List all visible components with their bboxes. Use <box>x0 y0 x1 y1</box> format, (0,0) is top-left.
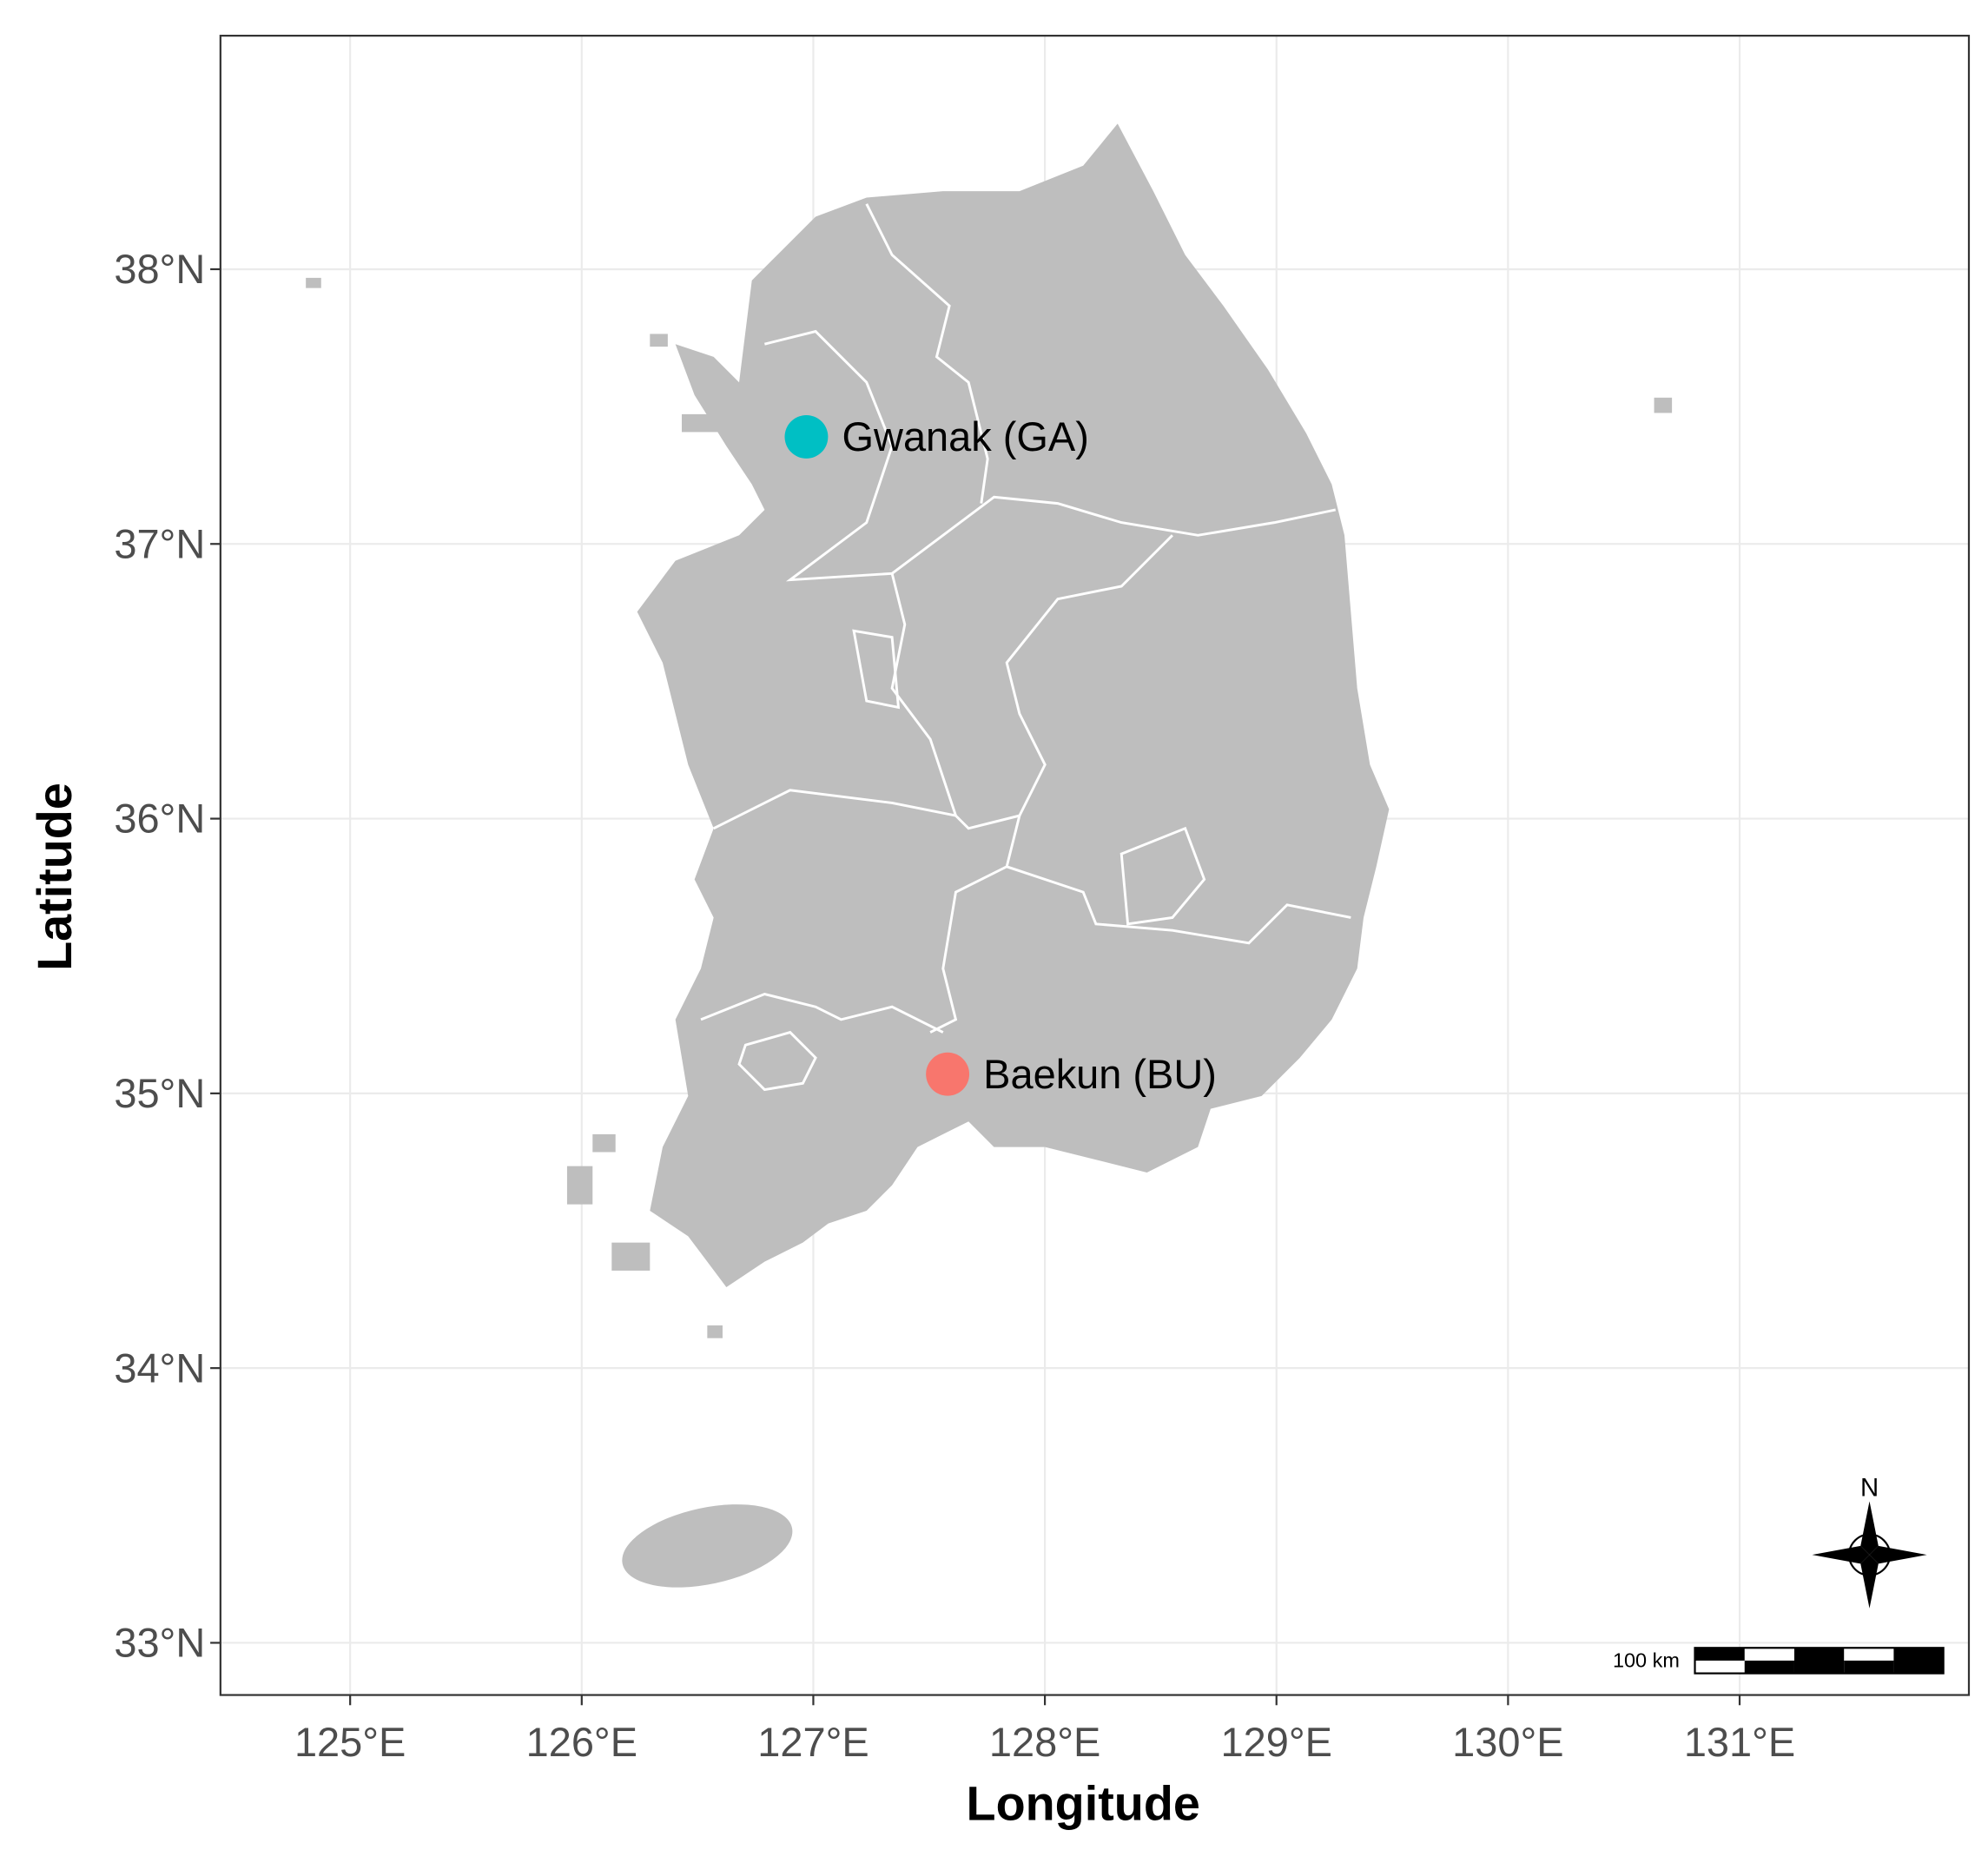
panel-border <box>219 35 1971 1696</box>
compass-point <box>1860 1501 1879 1556</box>
compass-ring <box>1847 1533 1892 1576</box>
scale-bar-segment <box>1793 1648 1845 1674</box>
border <box>865 203 989 504</box>
site-point <box>926 1052 970 1096</box>
points: Gwanak (GA) Baekun (BU) <box>784 413 1217 1097</box>
island <box>707 1325 723 1338</box>
border <box>929 815 1021 1034</box>
scale-bar-segment <box>1694 1648 1745 1661</box>
x-tick-label: 127°E <box>757 1719 869 1765</box>
x-tick-label: 125°E <box>294 1719 406 1765</box>
scale-bar-label: 100 km <box>1613 1649 1680 1672</box>
y-tick-label: 35°N <box>114 1070 205 1116</box>
axes: 125°E 126°E 127°E 128°E 129°E 130°E 131°E 33°N 3… <box>114 246 1795 1765</box>
border <box>764 329 1337 582</box>
island <box>306 277 321 288</box>
x-tick-label: 128°E <box>989 1719 1100 1765</box>
site-label: Baekun (BU) <box>983 1051 1217 1097</box>
x-tick-label: 129°E <box>1221 1719 1332 1765</box>
border <box>737 1030 817 1092</box>
scale-bar: 100 km <box>1613 1647 1945 1675</box>
scale-bar-segment <box>1744 1660 1794 1674</box>
x-tick-label: 126°E <box>526 1719 637 1765</box>
border <box>1006 865 1351 945</box>
island <box>592 1133 616 1153</box>
island <box>1654 397 1673 413</box>
x-tick-label: 131°E <box>1684 1719 1795 1765</box>
scale-bar-segment <box>1893 1648 1944 1674</box>
north-arrow-label: N <box>1860 1474 1879 1503</box>
x-axis-title: Longitude <box>967 1776 1200 1830</box>
compass-point <box>1812 1545 1870 1564</box>
y-axis-title: Latitude <box>28 783 82 971</box>
island <box>611 1242 651 1271</box>
island <box>682 413 718 433</box>
y-tick-label: 38°N <box>114 246 205 292</box>
mainland <box>637 123 1390 1288</box>
y-tick-label: 33°N <box>114 1620 205 1666</box>
island <box>650 334 668 347</box>
land <box>306 123 1673 1588</box>
jeju-island <box>622 1504 793 1588</box>
y-tick-label: 34°N <box>114 1345 205 1391</box>
site-point <box>784 414 829 459</box>
compass-point <box>1860 1555 1879 1609</box>
border <box>852 629 901 710</box>
compass-point <box>1869 1545 1927 1564</box>
y-tick-label: 36°N <box>114 796 205 842</box>
north-arrow: N <box>1812 1474 1927 1609</box>
island <box>566 1166 593 1205</box>
x-tick-label: 130°E <box>1452 1719 1563 1765</box>
y-tick-label: 37°N <box>114 520 205 566</box>
border <box>1119 826 1206 926</box>
border <box>713 789 956 830</box>
border <box>700 992 944 1034</box>
province-borders <box>700 203 1351 1092</box>
site-label: Gwanak (GA) <box>842 413 1089 459</box>
scale-bar-segment <box>1844 1660 1894 1674</box>
